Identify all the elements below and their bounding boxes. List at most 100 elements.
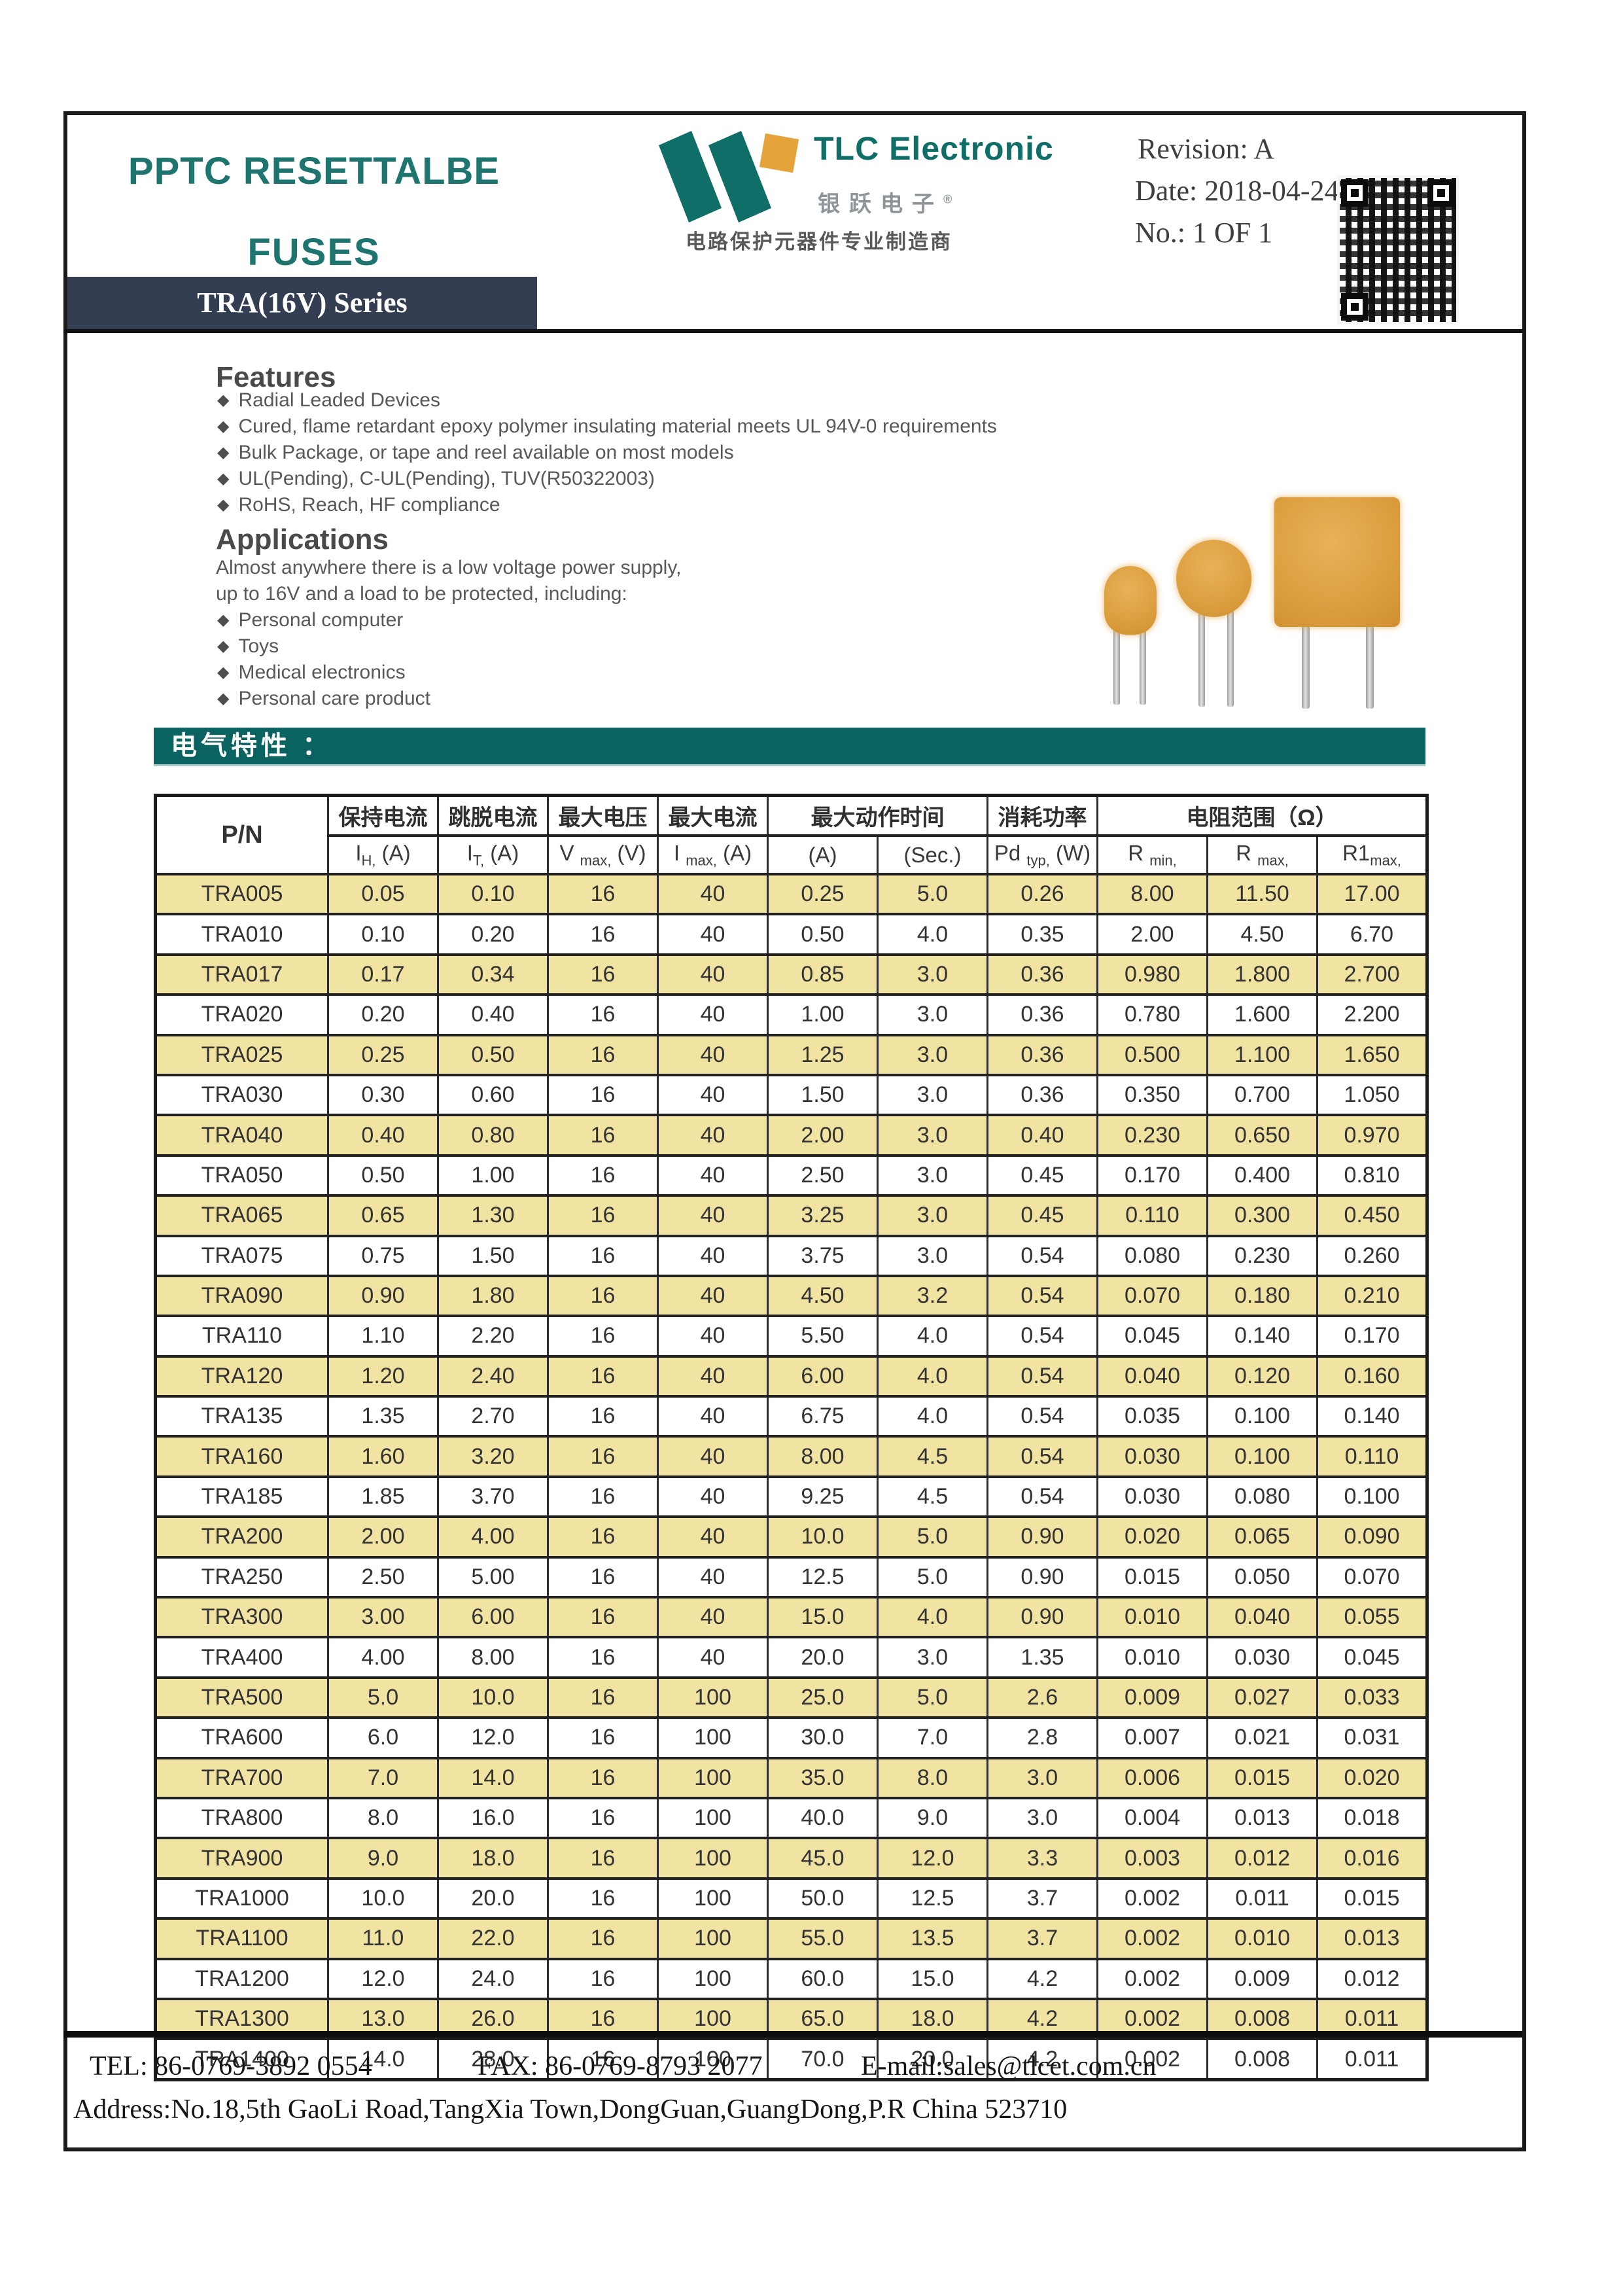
value-cell: 10.0: [767, 1515, 878, 1557]
value-cell: 100: [657, 1957, 768, 1999]
value-cell: 3.3: [986, 1837, 1098, 1879]
qr-finder-icon: [1341, 293, 1369, 321]
value-cell: 40: [657, 1515, 768, 1557]
feature-item-3: ◆ UL(Pending), C-UL(Pending), TUV(R503220…: [217, 466, 997, 492]
value-cell: 0.100: [1206, 1435, 1318, 1477]
value-cell: 0.140: [1206, 1315, 1318, 1356]
value-cell: 0.010: [1096, 1636, 1208, 1678]
value-cell: 70.0: [767, 2038, 878, 2080]
value-cell: 1.10: [327, 1315, 438, 1356]
brand-name: TLC Electronic: [814, 130, 1054, 167]
value-cell: 0.002: [1096, 1917, 1208, 1959]
value-cell: 3.0: [986, 1756, 1098, 1798]
value-cell: 1.800: [1206, 953, 1318, 995]
value-cell: 4.0: [877, 1315, 988, 1356]
value-cell: 16: [547, 1435, 658, 1477]
value-cell: 24.0: [437, 1957, 548, 1999]
table-row-TRA1100: TRA1100 11.0 22.0 16 100 55.0 13.5 3.7 0.002 0.01…: [155, 1917, 1427, 1959]
spec-table-container: P/N 保持电流 跳脱电流 最大电压 最大电流 最大动作时间 消耗功率 电阻范围（Ω） IH…: [154, 794, 1429, 2081]
feature-item-2: ◆ Bulk Package, or tape and reel availabl…: [217, 440, 997, 466]
application-item-label: Toys: [238, 635, 279, 657]
feature-item-4: ◆ RoHS, Reach, HF compliance: [217, 492, 997, 518]
value-cell: 0.170: [1096, 1154, 1208, 1196]
value-cell: 0.970: [1316, 1114, 1427, 1156]
applications-heading: Applications: [216, 523, 389, 556]
value-cell: 15.0: [767, 1596, 878, 1638]
group-header-0: 保持电流: [327, 795, 438, 836]
value-cell: 0.34: [437, 953, 548, 995]
product-photo: [1073, 451, 1426, 713]
value-cell: 0.012: [1316, 1957, 1427, 1999]
value-cell: 12.5: [767, 1555, 878, 1598]
value-cell: 25.0: [767, 1676, 878, 1718]
value-cell: 1.35: [986, 1636, 1098, 1678]
value-cell: 20.0: [437, 1877, 548, 1919]
diamond-bullet-icon: ◆: [217, 690, 230, 707]
value-cell: 3.00: [327, 1596, 438, 1638]
value-cell: 16.0: [437, 1796, 548, 1839]
value-cell: 0.140: [1316, 1395, 1427, 1437]
table-row-TRA160: TRA160 1.60 3.20 16 40 8.00 4.5 0.54 0.030 0.100 0…: [155, 1435, 1427, 1477]
value-cell: 0.030: [1206, 1636, 1318, 1678]
value-cell: 40: [657, 1234, 768, 1276]
value-cell: 3.0: [877, 953, 988, 995]
value-cell: 0.810: [1316, 1154, 1427, 1196]
fuse-lead: [1302, 618, 1310, 709]
value-cell: 10.0: [437, 1676, 548, 1718]
value-cell: 0.031: [1316, 1716, 1427, 1758]
table-row-TRA1200: TRA1200 12.0 24.0 16 100 60.0 15.0 4.2 0.002 0.00…: [155, 1957, 1427, 1999]
table-row-TRA800: TRA800 8.0 16.0 16 100 40.0 9.0 3.0 0.004 0.013 0.…: [155, 1796, 1427, 1839]
value-cell: 0.90: [327, 1274, 438, 1316]
electrical-section-banner: 电气特性 ：: [154, 728, 1425, 764]
qr-finder-icon: [1427, 179, 1455, 207]
value-cell: 0.75: [327, 1234, 438, 1276]
value-cell: 40: [657, 1475, 768, 1517]
value-cell: 6.00: [437, 1596, 548, 1638]
value-cell: 0.020: [1096, 1515, 1208, 1557]
footer-tel: TEL: 86-0769-3892 0554: [90, 2051, 372, 2081]
value-cell: 0.070: [1316, 1555, 1427, 1598]
qr-finder-icon: [1341, 179, 1369, 207]
value-cell: 0.36: [986, 953, 1098, 995]
value-cell: 4.50: [1206, 913, 1318, 955]
value-cell: 0.50: [437, 1033, 548, 1075]
value-cell: 3.7: [986, 1917, 1098, 1959]
value-cell: 3.0: [877, 1194, 988, 1236]
pn-cell: TRA400: [155, 1636, 328, 1678]
value-cell: 4.5: [877, 1475, 988, 1517]
value-cell: 0.021: [1206, 1716, 1318, 1758]
value-cell: 100: [657, 2038, 768, 2080]
value-cell: 0.36: [986, 1033, 1098, 1075]
value-cell: 40: [657, 1395, 768, 1437]
value-cell: 18.0: [437, 1837, 548, 1879]
sub-header-0: IH, (A): [327, 834, 438, 874]
table-row-TRA075: TRA075 0.75 1.50 16 40 3.75 3.0 0.54 0.080 0.230 0…: [155, 1234, 1427, 1276]
value-cell: 4.0: [877, 1354, 988, 1397]
value-cell: 8.0: [327, 1796, 438, 1839]
value-cell: 40: [657, 1315, 768, 1356]
value-cell: 2.6: [986, 1676, 1098, 1718]
value-cell: 0.780: [1096, 993, 1208, 1035]
value-cell: 0.54: [986, 1274, 1098, 1316]
application-item-label: Personal computer: [238, 609, 404, 631]
table-row-TRA040: TRA040 0.40 0.80 16 40 2.00 3.0 0.40 0.230 0.650 0…: [155, 1114, 1427, 1156]
value-cell: 9.0: [327, 1837, 438, 1879]
value-cell: 0.160: [1316, 1354, 1427, 1397]
value-cell: 0.100: [1206, 1395, 1318, 1437]
value-cell: 0.40: [986, 1114, 1098, 1156]
pn-cell: TRA120: [155, 1354, 328, 1397]
diamond-bullet-icon: ◆: [217, 444, 230, 461]
value-cell: 1.85: [327, 1475, 438, 1517]
value-cell: 0.009: [1096, 1676, 1208, 1718]
value-cell: 0.65: [327, 1194, 438, 1236]
value-cell: 0.180: [1206, 1274, 1318, 1316]
value-cell: 16: [547, 953, 658, 995]
value-cell: 1.600: [1206, 993, 1318, 1035]
value-cell: 0.260: [1316, 1234, 1427, 1276]
value-cell: 0.10: [327, 913, 438, 955]
value-cell: 10.0: [327, 1877, 438, 1919]
value-cell: 45.0: [767, 1837, 878, 1879]
value-cell: 5.00: [437, 1555, 548, 1598]
value-cell: 14.0: [437, 1756, 548, 1798]
value-cell: 0.033: [1316, 1676, 1427, 1718]
